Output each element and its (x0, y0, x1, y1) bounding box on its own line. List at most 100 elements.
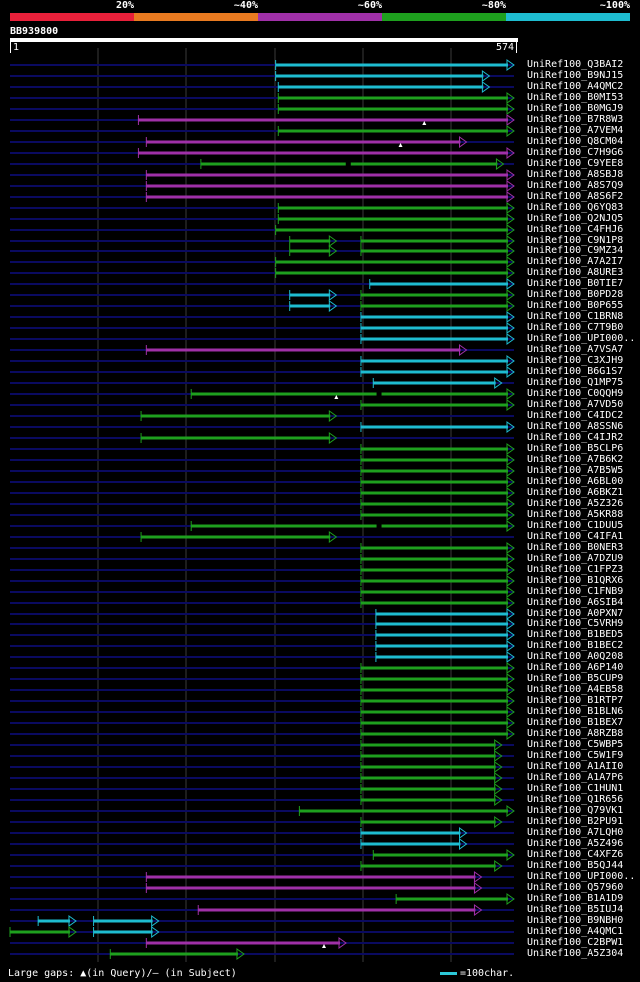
hit-label[interactable]: UniRef100_A4QMC2 (527, 81, 624, 92)
hit-label[interactable]: UniRef100_A7LQH0 (527, 827, 624, 838)
hit-label[interactable]: UniRef100_A8RZB8 (527, 728, 624, 739)
hit-label[interactable]: UniRef100_B1BED5 (527, 629, 624, 640)
hit-label[interactable]: UniRef100_B6G1S7 (527, 366, 624, 377)
alignment-arrowhead (506, 684, 515, 696)
hit-label[interactable]: UniRef100_B0P655 (527, 300, 624, 311)
hit-label[interactable]: UniRef100_A7VD50 (527, 399, 624, 410)
hit-label[interactable]: UniRef100_B9NBH0 (527, 915, 624, 926)
hit-label[interactable]: UniRef100_B5QJ44 (527, 860, 624, 871)
hit-label[interactable]: UniRef100_A8S7Q9 (527, 180, 624, 191)
hit-label[interactable]: UniRef100_Q1MP75 (527, 377, 624, 388)
hit-label[interactable]: UniRef100_Q2NJQ5 (527, 213, 624, 224)
hit-label[interactable]: UniRef100_C5WBP5 (527, 739, 624, 750)
alignment-arrowhead (506, 235, 515, 247)
hit-label[interactable]: UniRef100_A5KR88 (527, 509, 624, 520)
hit-label[interactable]: UniRef100_A0PXN7 (527, 608, 624, 619)
hit-label[interactable]: UniRef100_B0PD28 (527, 289, 624, 300)
hit-label[interactable]: UniRef100_B2PU91 (527, 816, 624, 827)
hit-label[interactable]: UniRef100_B5CUP9 (527, 673, 624, 684)
hit-label[interactable]: UniRef100_C4XFZ6 (527, 849, 624, 860)
hit-label[interactable]: UniRef100_C4IFA1 (527, 531, 624, 542)
hit-label[interactable]: UniRef100_B9NJ15 (527, 70, 624, 81)
hit-label[interactable]: UniRef100_C4IDC2 (527, 410, 624, 421)
hit-label[interactable]: UniRef100_B5IUJ4 (527, 904, 624, 915)
hit-label[interactable]: UniRef100_A5Z326 (527, 498, 624, 509)
hit-label[interactable]: UniRef100_A1AII0 (527, 761, 624, 772)
alignment-arrowhead (506, 256, 515, 268)
hit-label[interactable]: UniRef100_A7VEM4 (527, 125, 624, 136)
hit-label[interactable]: UniRef100_A7VSA7 (527, 344, 624, 355)
hit-label[interactable]: UniRef100_C1DUU5 (527, 520, 624, 531)
hit-label[interactable]: UniRef100_A4EB58 (527, 684, 624, 695)
alignment-arrowhead (506, 640, 515, 652)
hit-label[interactable]: UniRef100_Q3BAI2 (527, 59, 624, 70)
hit-label[interactable]: UniRef100_B1BEX7 (527, 717, 624, 728)
hit-label[interactable]: UniRef100_A7A2I7 (527, 256, 624, 267)
hit-label[interactable]: UniRef100_C9N1P8 (527, 235, 624, 246)
hit-label[interactable]: UniRef100_C0QQH9 (527, 388, 624, 399)
hit-label[interactable]: UniRef100_C5W1F9 (527, 750, 624, 761)
hit-label[interactable]: UniRef100_C9YEE8 (527, 158, 624, 169)
hit-label[interactable]: UniRef100_B1RTP7 (527, 695, 624, 706)
hit-label[interactable]: UniRef100_B7R8W3 (527, 114, 624, 125)
hit-label[interactable]: UniRef100_C1BRN8 (527, 311, 624, 322)
hit-label[interactable]: UniRef100_UPI000.. (527, 333, 636, 344)
hit-label[interactable]: UniRef100_UPI000.. (527, 871, 636, 882)
hit-label[interactable]: UniRef100_C3XJH9 (527, 355, 624, 366)
hit-label[interactable]: UniRef100_B0NER3 (527, 542, 624, 553)
hit-label[interactable]: UniRef100_Q8CM04 (527, 136, 624, 147)
hit-label[interactable]: UniRef100_B5CLP6 (527, 443, 624, 454)
hit-label[interactable]: UniRef100_A6BKZ1 (527, 487, 624, 498)
hit-label[interactable]: UniRef100_A7B6K2 (527, 454, 624, 465)
hit-label[interactable]: UniRef100_A7DZU9 (527, 553, 624, 564)
hit-label[interactable]: UniRef100_C1FPZ3 (527, 564, 624, 575)
query-gap-marker (422, 121, 427, 125)
hit-label[interactable]: UniRef100_A5Z304 (527, 948, 624, 959)
hit-label[interactable]: UniRef100_A6P140 (527, 662, 624, 673)
hit-label[interactable]: UniRef100_B1BEC2 (527, 640, 624, 651)
alignment-arrowhead (506, 520, 515, 532)
legend-swatch-cyan (506, 13, 630, 21)
hit-label[interactable]: UniRef100_C4IJR2 (527, 432, 624, 443)
alignment-arrowhead (328, 432, 338, 444)
hit-label[interactable]: UniRef100_Q1R656 (527, 794, 624, 805)
hit-label[interactable]: UniRef100_C7T9B0 (527, 322, 624, 333)
alignment-arrowhead (494, 772, 503, 784)
hit-label[interactable]: UniRef100_C4FHJ6 (527, 224, 624, 235)
hit-label[interactable]: UniRef100_B0MI53 (527, 92, 624, 103)
alignment-arrowhead (506, 224, 515, 236)
alignment-arrowhead (494, 377, 503, 389)
alignment-arrowhead (506, 114, 515, 126)
hit-label[interactable]: UniRef100_A7B5W5 (527, 465, 624, 476)
hit-label[interactable]: UniRef100_C2BPW1 (527, 937, 624, 948)
hit-label[interactable]: UniRef100_A1A7P6 (527, 772, 624, 783)
hit-label[interactable]: UniRef100_A6BL00 (527, 476, 624, 487)
hit-label[interactable]: UniRef100_A0Q208 (527, 651, 624, 662)
alignment-arrowhead (236, 948, 245, 960)
hit-label[interactable]: UniRef100_B1BLN6 (527, 706, 624, 717)
alignment-arrowhead (68, 915, 77, 927)
hit-label[interactable]: UniRef100_A8URE3 (527, 267, 624, 278)
legend-swatch-purple (258, 13, 382, 21)
hit-label[interactable]: UniRef100_C9MZ34 (527, 245, 624, 256)
hit-label[interactable]: UniRef100_A8SSN6 (527, 421, 624, 432)
hit-label[interactable]: UniRef100_Q57960 (527, 882, 624, 893)
hit-label[interactable]: UniRef100_C1HUN1 (527, 783, 624, 794)
alignment-arrowhead (473, 882, 483, 894)
hit-label[interactable]: UniRef100_Q79VK1 (527, 805, 624, 816)
hit-label[interactable]: UniRef100_B1QRX6 (527, 575, 624, 586)
hit-label[interactable]: UniRef100_Q6YQ83 (527, 202, 624, 213)
alignment-arrowhead (506, 92, 515, 104)
alignment-arrowhead (494, 783, 503, 795)
hit-label[interactable]: UniRef100_B1A1D9 (527, 893, 624, 904)
hit-label[interactable]: UniRef100_B0TIE7 (527, 278, 624, 289)
hit-label[interactable]: UniRef100_A6SIB4 (527, 597, 624, 608)
hit-label[interactable]: UniRef100_C5VRH9 (527, 618, 624, 629)
hit-label[interactable]: UniRef100_B0MGJ9 (527, 103, 624, 114)
hit-label[interactable]: UniRef100_C7H9G6 (527, 147, 624, 158)
hit-label[interactable]: UniRef100_C1FNB9 (527, 586, 624, 597)
hit-label[interactable]: UniRef100_A8SBJ8 (527, 169, 624, 180)
hit-label[interactable]: UniRef100_A5Z496 (527, 838, 624, 849)
hit-label[interactable]: UniRef100_A8S6F2 (527, 191, 624, 202)
hit-label[interactable]: UniRef100_A4QMC1 (527, 926, 624, 937)
